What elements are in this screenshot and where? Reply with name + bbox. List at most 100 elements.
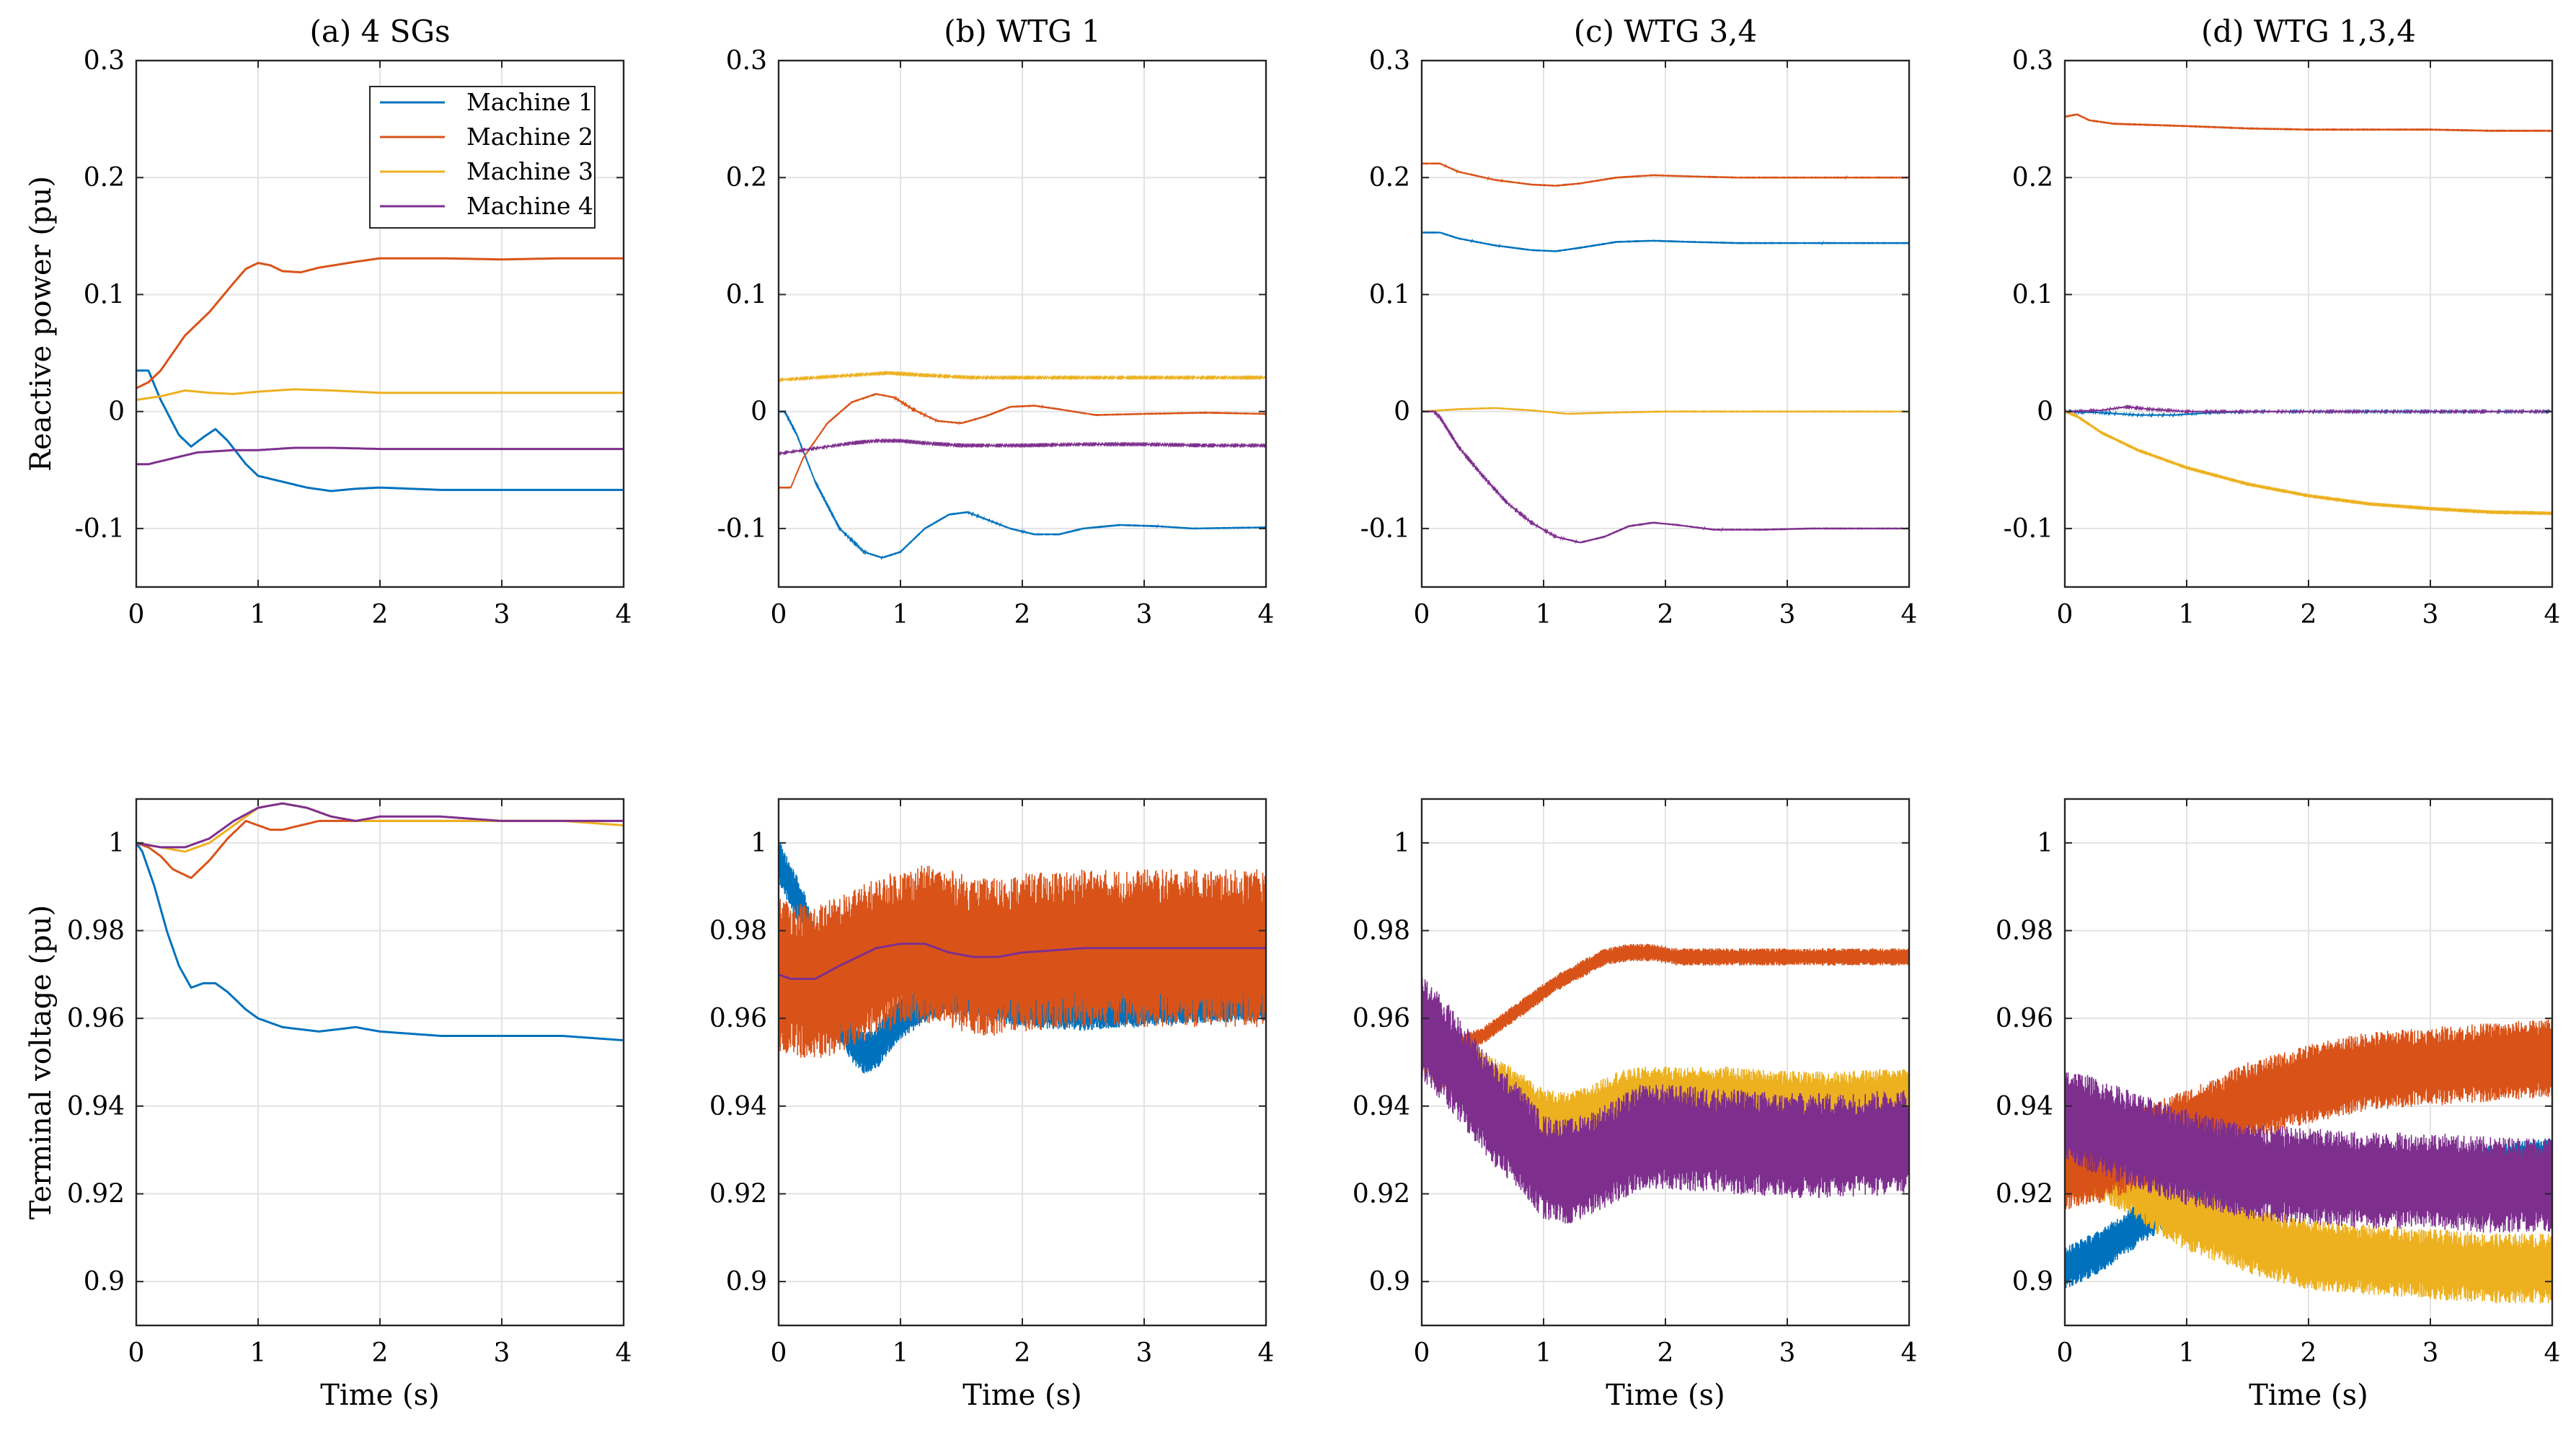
x-tick-label: 1 — [250, 600, 267, 630]
x-tick-label: 4 — [616, 600, 632, 630]
series-line-machine-2 — [2065, 113, 2552, 133]
panel-title: (a) 4 SGs — [309, 14, 450, 49]
x-tick-label: 3 — [1136, 1338, 1153, 1368]
x-tick-label: 4 — [2544, 1338, 2561, 1368]
x-tick-label: 2 — [1657, 600, 1674, 630]
y-tick-label: -0.1 — [1360, 514, 1410, 544]
x-tick-label: 1 — [2179, 600, 2195, 630]
y-tick-label: 0.3 — [84, 46, 125, 76]
y-tick-label: 0.98 — [1353, 917, 1410, 946]
y-tick-label: 0.1 — [84, 280, 125, 309]
plot-area — [779, 842, 1266, 1074]
y-tick-label: 0.2 — [84, 163, 125, 193]
y-tick-label: 0.3 — [1369, 46, 1410, 76]
x-tick-label: 0 — [1414, 600, 1430, 630]
panel-title: (b) WTG 1 — [944, 14, 1101, 49]
x-axis-label: Time (s) — [962, 1379, 1082, 1412]
series-line-machine-4 — [779, 438, 1266, 456]
x-tick-label: 4 — [616, 1338, 632, 1368]
x-tick-label: 1 — [1536, 600, 1552, 630]
x-tick-label: 2 — [372, 600, 389, 630]
y-tick-label: 0.1 — [2012, 280, 2053, 309]
y-tick-label: 0.2 — [1369, 163, 1410, 193]
y-tick-label: 0.94 — [67, 1092, 125, 1121]
y-tick-label: 1 — [751, 829, 767, 858]
y-tick-label: 0.3 — [2012, 46, 2053, 76]
x-tick-label: 0 — [771, 1338, 787, 1368]
x-tick-label: 0 — [1414, 1338, 1430, 1368]
panel-title: (c) WTG 3,4 — [1574, 14, 1758, 49]
chart-panel-7: 0 1 2 3 4 0.9 0.92 0.94 0.96 0.98 1 Time (s) — [1353, 798, 1918, 1412]
plot-area — [2065, 113, 2552, 516]
x-axis-label: Time (s) — [1606, 1379, 1725, 1412]
chart-panel-1: 0 1 2 3 4 -0.1 0 0.1 0.2 0.3 (a) 4 SGs Reactive pow… — [25, 14, 632, 630]
plot-area — [779, 370, 1266, 561]
y-tick-label: 0.98 — [709, 917, 767, 946]
y-axis-label: Terminal voltage (pu) — [25, 905, 58, 1219]
y-tick-label: -0.1 — [717, 514, 767, 544]
y-tick-label: 0.98 — [1996, 917, 2053, 946]
chart-panel-5: 0 1 2 3 4 0.9 0.92 0.94 0.96 0.98 1 Time (s) Termina… — [25, 798, 632, 1412]
y-tick-label: 1 — [2037, 829, 2053, 858]
legend-label: Machine 1 — [466, 88, 593, 116]
x-tick-label: 0 — [2057, 600, 2073, 630]
y-tick-label: 0.9 — [2012, 1267, 2053, 1297]
x-tick-label: 2 — [2301, 1338, 2317, 1368]
x-tick-label: 1 — [2179, 1338, 2195, 1368]
y-tick-label: 0.96 — [1353, 1004, 1410, 1033]
chart-panel-2: 0 1 2 3 4 -0.1 0 0.1 0.2 0.3 (b) WTG 1 — [717, 14, 1275, 630]
series-line-machine-3 — [2065, 410, 2552, 516]
x-tick-label: 3 — [494, 1338, 510, 1368]
y-tick-label: 0 — [108, 397, 125, 427]
series-line-machine-4 — [1422, 978, 1909, 1224]
y-tick-label: 0.94 — [1353, 1092, 1410, 1121]
x-tick-label: 3 — [1779, 600, 1796, 630]
y-tick-label: 0.98 — [67, 917, 125, 946]
series-line-machine-4 — [1422, 410, 1909, 544]
x-tick-label: 0 — [771, 600, 787, 630]
y-tick-label: 0.96 — [709, 1004, 767, 1033]
series-line-machine-4 — [779, 943, 1266, 980]
series-line-machine-1 — [136, 369, 624, 493]
y-tick-label: 0.2 — [2012, 163, 2053, 193]
y-tick-label: 0.92 — [1996, 1180, 2053, 1209]
plot-area — [1422, 943, 1909, 1224]
y-axis-label: Reactive power (pu) — [25, 176, 58, 472]
x-tick-label: 2 — [1657, 1338, 1674, 1368]
series-line-machine-2 — [136, 257, 624, 389]
y-tick-label: 0.92 — [1353, 1180, 1410, 1209]
x-tick-label: 4 — [1258, 1338, 1275, 1368]
y-tick-label: 0.1 — [726, 280, 767, 309]
y-tick-label: 0.9 — [1369, 1267, 1410, 1297]
series-line-machine-3 — [779, 370, 1266, 383]
x-tick-label: 2 — [2301, 600, 2317, 630]
y-tick-label: 0.96 — [67, 1004, 125, 1033]
y-tick-label: 0.1 — [1369, 280, 1410, 309]
y-tick-label: 1 — [1394, 829, 1410, 858]
y-tick-label: 0.9 — [726, 1267, 767, 1297]
y-tick-label: 0.2 — [726, 163, 767, 193]
x-tick-label: 3 — [2422, 1338, 2439, 1368]
x-tick-label: 3 — [2422, 600, 2439, 630]
x-tick-label: 0 — [2057, 1338, 2073, 1368]
plot-area — [1422, 162, 1909, 544]
legend-label: Machine 3 — [466, 157, 593, 185]
y-tick-label: 0.92 — [709, 1180, 767, 1209]
y-tick-label: -0.1 — [75, 514, 125, 544]
y-tick-label: 0 — [2037, 397, 2053, 427]
chart-panel-4: 0 1 2 3 4 -0.1 0 0.1 0.2 0.3 (d) WTG 1,3,4 — [2004, 14, 2561, 630]
chart-panel-6: 0 1 2 3 4 0.9 0.92 0.94 0.96 0.98 1 Time (s) — [709, 798, 1275, 1412]
x-axis-label: Time (s) — [320, 1379, 440, 1412]
y-tick-label: 0 — [1394, 397, 1410, 427]
x-tick-label: 1 — [893, 1338, 909, 1368]
x-tick-label: 4 — [1901, 600, 1918, 630]
x-tick-label: 1 — [1536, 1338, 1552, 1368]
y-tick-label: 1 — [108, 829, 125, 858]
x-tick-label: 0 — [128, 1338, 145, 1368]
legend-label: Machine 4 — [466, 192, 593, 220]
y-tick-label: 0 — [751, 397, 767, 427]
x-tick-label: 4 — [1901, 1338, 1918, 1368]
series-line-machine-1 — [1422, 231, 1909, 252]
plot-area — [2065, 1019, 2552, 1304]
